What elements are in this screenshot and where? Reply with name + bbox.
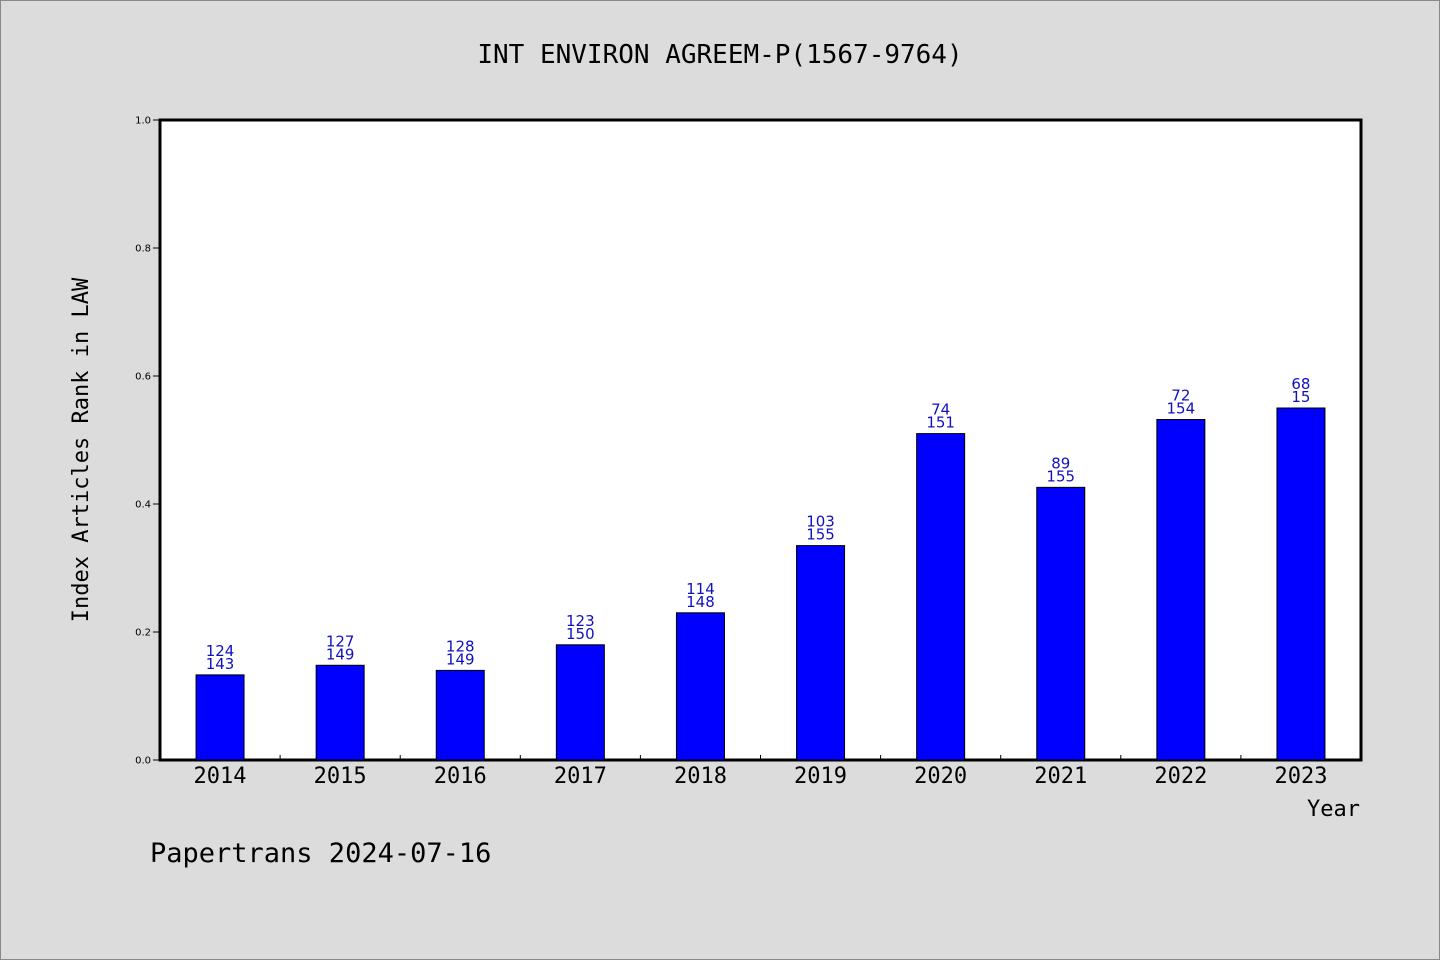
x-tick-label: 2020: [914, 764, 967, 789]
y-tick-label: 0.2: [135, 628, 151, 639]
bar: [555, 644, 605, 761]
x-tick-label: 2021: [1034, 764, 1087, 789]
x-tick-label: 2017: [554, 764, 607, 789]
y-tick-label: 1.0: [135, 116, 151, 127]
y-axis-label: Index Articles Rank in LAW: [69, 277, 94, 622]
bar-label-bottom: 155: [806, 526, 835, 544]
bar: [1156, 419, 1206, 761]
bar-label-bottom: 151: [926, 414, 955, 432]
x-tick-label: 2014: [194, 764, 247, 789]
y-tick-label: 0.0: [135, 756, 151, 767]
bar: [1276, 407, 1326, 761]
chart-title: INT ENVIRON AGREEM-P(1567-9764): [477, 40, 962, 70]
bar: [315, 664, 365, 761]
x-tick-label: 2022: [1154, 764, 1207, 789]
bar-label-top: 72: [1171, 387, 1190, 405]
bar: [916, 433, 966, 761]
x-axis: 2014 2015 2016 2017 2018 2019 2020 2021 2022 2023: [194, 755, 1327, 789]
bar-label-top: 89: [1051, 454, 1070, 472]
bar-label-top: 68: [1291, 375, 1310, 393]
bar-label-bottom: 15: [1291, 388, 1310, 406]
x-axis-label: Year: [1307, 797, 1360, 822]
x-tick-label: 2023: [1274, 764, 1327, 789]
bar-label-top: 74: [931, 401, 950, 419]
bar-label-top: 127: [326, 632, 355, 650]
x-tick-label: 2018: [674, 764, 727, 789]
bar-label-top: 114: [686, 580, 715, 598]
y-tick-label: 0.4: [135, 500, 151, 511]
bar-label-top: 123: [566, 612, 595, 630]
bar: [796, 545, 846, 761]
x-tick-label: 2015: [314, 764, 367, 789]
bar: [195, 674, 245, 761]
bar-label-bottom: 150: [566, 625, 595, 643]
bar-label-bottom: 143: [206, 655, 235, 673]
y-tick-label: 0.6: [135, 372, 151, 383]
footer-credit: Papertrans 2024-07-16: [150, 838, 491, 869]
bar-label-bottom: 149: [326, 645, 355, 663]
bar-label-bottom: 154: [1167, 400, 1196, 418]
bar-label-bottom: 155: [1046, 467, 1075, 485]
bar-label-top: 124: [206, 642, 235, 660]
y-tick-label: 0.8: [135, 244, 151, 255]
bar-label-top: 128: [446, 637, 475, 655]
bar: [675, 612, 725, 761]
bar: [1036, 486, 1086, 761]
y-axis: 0.0 0.2 0.4 0.6 0.8 1.0: [135, 116, 160, 767]
bar-label-bottom: 149: [446, 650, 475, 668]
bar-label-top: 103: [806, 513, 835, 531]
bar: [435, 669, 485, 761]
x-tick-label: 2016: [434, 764, 487, 789]
bar-label-bottom: 148: [686, 593, 715, 611]
x-tick-label: 2019: [794, 764, 847, 789]
